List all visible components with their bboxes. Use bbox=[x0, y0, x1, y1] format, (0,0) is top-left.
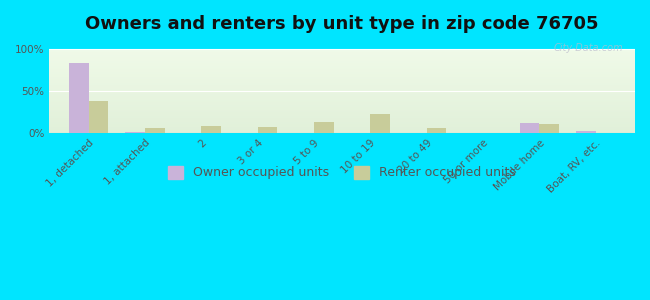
Bar bbox=[202, 126, 221, 133]
Bar bbox=[49, 80, 635, 81]
Bar bbox=[49, 57, 635, 58]
Bar bbox=[49, 69, 635, 70]
Bar bbox=[49, 68, 635, 69]
Bar bbox=[49, 75, 635, 76]
Bar bbox=[49, 93, 635, 94]
Bar bbox=[49, 99, 635, 100]
Bar bbox=[49, 90, 635, 91]
Bar bbox=[49, 65, 635, 66]
Bar bbox=[49, 67, 635, 68]
Bar bbox=[49, 92, 635, 93]
Bar bbox=[49, 74, 635, 75]
Bar bbox=[49, 105, 635, 106]
Bar bbox=[49, 60, 635, 61]
Bar bbox=[49, 122, 635, 123]
Bar bbox=[49, 85, 635, 86]
Bar bbox=[69, 63, 89, 133]
Bar bbox=[49, 59, 635, 60]
Bar bbox=[49, 94, 635, 95]
Bar bbox=[49, 66, 635, 67]
Bar bbox=[49, 130, 635, 131]
Bar bbox=[49, 84, 635, 85]
Bar bbox=[49, 102, 635, 103]
Bar bbox=[49, 125, 635, 126]
Bar bbox=[49, 56, 635, 57]
Bar bbox=[49, 87, 635, 88]
Bar bbox=[49, 101, 635, 102]
Bar bbox=[540, 124, 559, 133]
Bar bbox=[49, 131, 635, 132]
Bar bbox=[49, 58, 635, 59]
Legend: Owner occupied units, Renter occupied units: Owner occupied units, Renter occupied un… bbox=[163, 161, 521, 184]
Bar bbox=[49, 98, 635, 99]
Bar bbox=[49, 108, 635, 109]
Bar bbox=[49, 76, 635, 77]
Bar bbox=[49, 115, 635, 116]
Bar bbox=[49, 83, 635, 84]
Bar bbox=[49, 114, 635, 115]
Bar bbox=[49, 106, 635, 107]
Bar bbox=[125, 132, 145, 133]
Title: Owners and renters by unit type in zip code 76705: Owners and renters by unit type in zip c… bbox=[85, 15, 599, 33]
Bar bbox=[49, 121, 635, 122]
Bar bbox=[49, 61, 635, 62]
Bar bbox=[49, 104, 635, 105]
Bar bbox=[49, 53, 635, 54]
Bar bbox=[49, 54, 635, 55]
Bar bbox=[49, 113, 635, 114]
Bar bbox=[49, 112, 635, 113]
Bar bbox=[49, 72, 635, 73]
Bar bbox=[49, 117, 635, 118]
Bar bbox=[49, 52, 635, 53]
Bar bbox=[49, 78, 635, 79]
Bar bbox=[426, 128, 447, 133]
Bar bbox=[370, 114, 390, 133]
Bar bbox=[49, 77, 635, 78]
Bar bbox=[49, 73, 635, 74]
Bar bbox=[145, 128, 165, 133]
Bar bbox=[49, 118, 635, 119]
Bar bbox=[49, 91, 635, 92]
Bar bbox=[49, 95, 635, 96]
Bar bbox=[49, 126, 635, 127]
Bar bbox=[49, 123, 635, 124]
Bar bbox=[49, 120, 635, 121]
Bar bbox=[49, 97, 635, 98]
Bar bbox=[49, 79, 635, 80]
Bar bbox=[49, 128, 635, 129]
Bar bbox=[49, 71, 635, 72]
Bar bbox=[49, 89, 635, 90]
Bar bbox=[49, 70, 635, 71]
Bar bbox=[49, 63, 635, 64]
Bar bbox=[49, 82, 635, 83]
Bar bbox=[49, 124, 635, 125]
Bar bbox=[49, 86, 635, 87]
Bar bbox=[49, 103, 635, 104]
Bar bbox=[49, 62, 635, 63]
Bar bbox=[314, 122, 333, 133]
Bar bbox=[49, 88, 635, 89]
Bar bbox=[49, 119, 635, 120]
Bar bbox=[519, 123, 540, 133]
Bar bbox=[49, 129, 635, 130]
Bar bbox=[49, 96, 635, 97]
Bar bbox=[49, 107, 635, 108]
Bar bbox=[49, 127, 635, 128]
Bar bbox=[49, 110, 635, 111]
Bar bbox=[49, 111, 635, 112]
Bar bbox=[49, 100, 635, 101]
Bar bbox=[576, 131, 595, 133]
Bar bbox=[49, 116, 635, 117]
Bar bbox=[49, 64, 635, 65]
Bar bbox=[49, 55, 635, 56]
Bar bbox=[89, 101, 109, 133]
Bar bbox=[49, 132, 635, 133]
Bar bbox=[49, 51, 635, 52]
Bar bbox=[257, 127, 278, 133]
Bar bbox=[49, 81, 635, 82]
Bar bbox=[49, 49, 635, 50]
Bar bbox=[49, 50, 635, 51]
Text: City-Data.com: City-Data.com bbox=[554, 43, 623, 53]
